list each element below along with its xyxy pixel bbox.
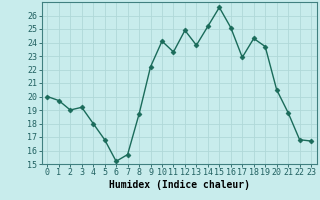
X-axis label: Humidex (Indice chaleur): Humidex (Indice chaleur) xyxy=(109,180,250,190)
